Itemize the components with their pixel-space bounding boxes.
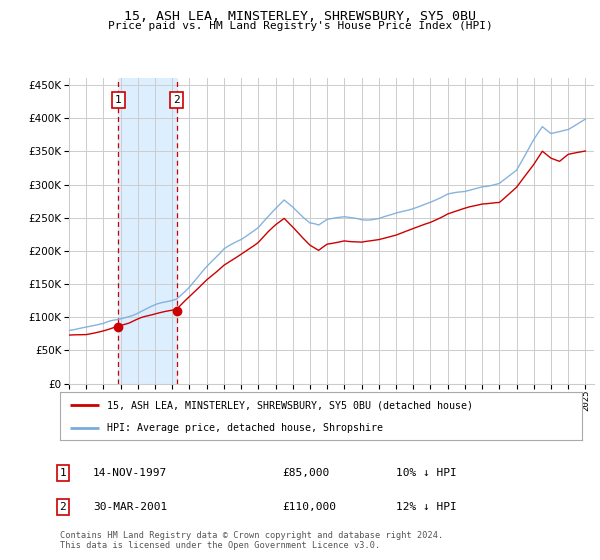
Text: £85,000: £85,000 <box>282 468 329 478</box>
Text: £110,000: £110,000 <box>282 502 336 512</box>
Text: Price paid vs. HM Land Registry's House Price Index (HPI): Price paid vs. HM Land Registry's House … <box>107 21 493 31</box>
Text: 30-MAR-2001: 30-MAR-2001 <box>93 502 167 512</box>
Text: Contains HM Land Registry data © Crown copyright and database right 2024.
This d: Contains HM Land Registry data © Crown c… <box>60 531 443 550</box>
Bar <box>118 78 176 384</box>
Text: 1: 1 <box>115 95 122 105</box>
Text: 10% ↓ HPI: 10% ↓ HPI <box>396 468 457 478</box>
Text: 15, ASH LEA, MINSTERLEY, SHREWSBURY, SY5 0BU (detached house): 15, ASH LEA, MINSTERLEY, SHREWSBURY, SY5… <box>107 400 473 410</box>
Text: 1: 1 <box>59 468 67 478</box>
Text: 12% ↓ HPI: 12% ↓ HPI <box>396 502 457 512</box>
Text: 15, ASH LEA, MINSTERLEY, SHREWSBURY, SY5 0BU: 15, ASH LEA, MINSTERLEY, SHREWSBURY, SY5… <box>124 10 476 22</box>
Text: 2: 2 <box>173 95 180 105</box>
Text: HPI: Average price, detached house, Shropshire: HPI: Average price, detached house, Shro… <box>107 423 383 433</box>
Text: 2: 2 <box>59 502 67 512</box>
Text: 14-NOV-1997: 14-NOV-1997 <box>93 468 167 478</box>
